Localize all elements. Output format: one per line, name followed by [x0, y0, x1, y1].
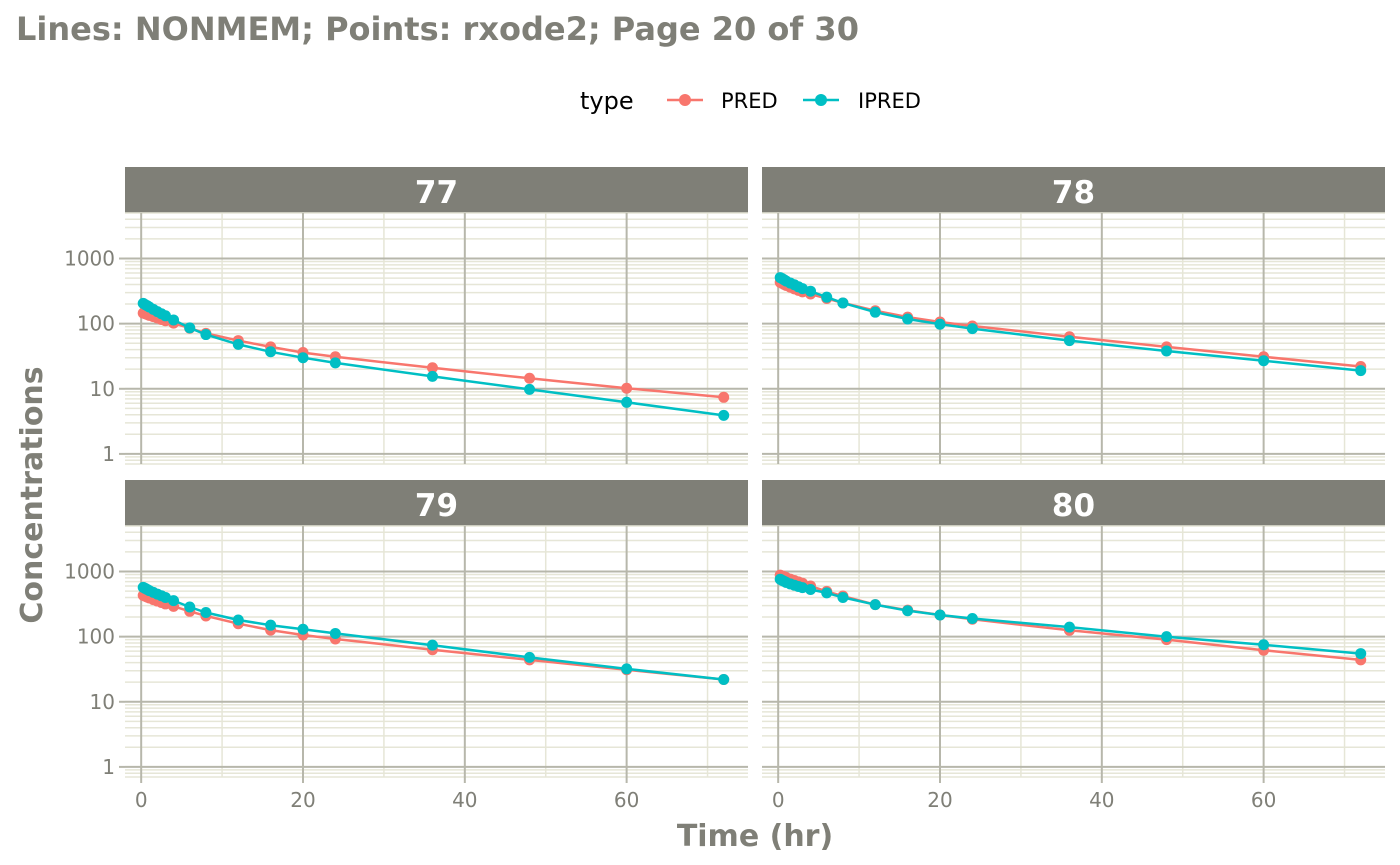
x-axis-title: Time (hr): [677, 819, 833, 854]
data-point: [966, 612, 978, 624]
data-point: [184, 322, 196, 334]
series-ipred: [774, 573, 1367, 660]
data-point: [329, 627, 341, 639]
data-point: [232, 614, 244, 626]
data-point: [524, 372, 536, 384]
legend-label: IPRED: [858, 89, 921, 113]
panel-77: 77 1 10 100 1000: [64, 167, 748, 466]
data-point: [265, 619, 277, 631]
legend-label: PRED: [721, 89, 778, 113]
data-point: [1355, 648, 1367, 660]
data-point: [524, 651, 536, 663]
data-point: [869, 306, 881, 318]
data-point: [869, 599, 881, 611]
data-point: [621, 396, 633, 408]
data-point: [200, 606, 212, 618]
legend-item-pred: PRED: [667, 89, 778, 113]
panel-strip-label: 77: [415, 175, 458, 211]
data-point: [902, 605, 914, 617]
data-point: [1161, 631, 1173, 643]
panel-strip-label: 79: [415, 488, 458, 524]
data-point: [718, 409, 730, 421]
data-point: [902, 313, 914, 325]
data-point: [1161, 345, 1173, 357]
panel-78: 78: [762, 167, 1385, 465]
legend-key-point: [679, 94, 691, 106]
data-point: [934, 609, 946, 621]
y-tick-label: 1000: [64, 247, 115, 271]
data-point: [1258, 639, 1270, 651]
data-point: [1063, 621, 1075, 633]
x-tick-label: 60: [1251, 788, 1276, 812]
legend-key-point: [815, 94, 827, 106]
data-point: [1355, 365, 1367, 377]
data-point: [524, 383, 536, 395]
data-point: [821, 587, 833, 599]
legend-title: type: [580, 87, 634, 115]
legend: type PRED IPRED: [580, 87, 921, 115]
y-tick-label: 1: [102, 755, 115, 779]
data-point: [1063, 335, 1075, 347]
x-tick-label: 0: [135, 788, 148, 812]
chart-title: Lines: NONMEM; Points: rxode2; Page 20 o…: [16, 10, 859, 48]
data-point: [265, 346, 277, 358]
data-point: [837, 591, 849, 603]
series-line: [142, 586, 724, 681]
data-point: [168, 595, 180, 607]
data-point: [159, 310, 171, 322]
panel-strip: [125, 167, 748, 213]
data-point: [621, 382, 633, 394]
x-tick-label: 60: [614, 788, 639, 812]
panel-strip: [762, 167, 1385, 213]
panel-strip-label: 78: [1052, 175, 1095, 211]
series-ipred: [137, 581, 730, 685]
data-point: [426, 370, 438, 382]
data-point: [200, 329, 212, 341]
x-tick-label: 0: [772, 788, 785, 812]
y-tick-label: 100: [77, 312, 115, 336]
data-point: [718, 673, 730, 685]
x-tick-label: 20: [290, 788, 315, 812]
data-point: [297, 352, 309, 364]
data-point: [966, 323, 978, 335]
data-point: [329, 357, 341, 369]
data-point: [934, 318, 946, 330]
data-point: [718, 391, 730, 403]
y-axis-title: Concentrations: [15, 366, 50, 623]
y-tick-label: 1: [102, 442, 115, 466]
series-line: [142, 311, 724, 399]
data-point: [426, 639, 438, 651]
series-ipred: [137, 297, 730, 421]
data-point: [426, 362, 438, 374]
y-tick-label: 1000: [64, 560, 115, 584]
data-point: [184, 601, 196, 613]
legend-item-ipred: IPRED: [803, 89, 921, 113]
y-tick-label: 100: [77, 625, 115, 649]
x-tick-label: 20: [927, 788, 952, 812]
y-tick-label: 10: [90, 377, 115, 401]
panel-strip: [762, 480, 1385, 526]
panel-strip: [125, 480, 748, 526]
data-point: [837, 297, 849, 309]
data-point: [805, 583, 817, 595]
y-tick-label: 10: [90, 690, 115, 714]
series-ipred: [774, 272, 1367, 377]
data-point: [805, 285, 817, 297]
data-point: [168, 314, 180, 326]
data-point: [621, 663, 633, 675]
x-tick-label: 40: [452, 788, 477, 812]
panel-79: 79 1 10 100 1000 0 20 40 60: [64, 480, 748, 812]
data-point: [821, 291, 833, 303]
panel-80: 80 0 20 40 60: [762, 480, 1385, 812]
data-point: [232, 338, 244, 350]
data-point: [1258, 355, 1270, 367]
data-point: [297, 623, 309, 635]
panel-strip-label: 80: [1052, 488, 1095, 524]
x-tick-label: 40: [1089, 788, 1114, 812]
